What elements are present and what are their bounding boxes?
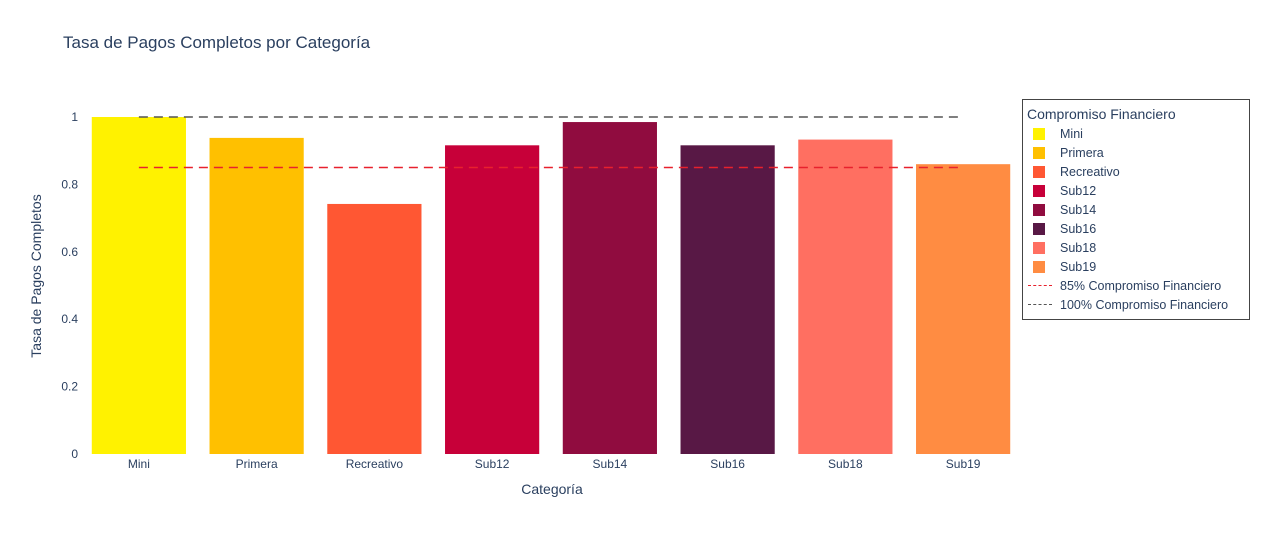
y-tick-label: 0.8 [61,177,78,191]
legend-swatch [1033,127,1045,140]
legend-label: Primera [1060,145,1104,160]
bar-sub16 [680,145,775,455]
legend-label: Mini [1060,126,1083,141]
legend-line-swatch [1028,304,1052,305]
y-tick-label: 0.2 [61,380,78,394]
legend-label: 85% Compromiso Financiero [1060,278,1222,293]
bar-recreativo [327,203,422,454]
legend-swatch [1033,184,1045,197]
legend-item-reference-85[interactable]: 85% Compromiso Financiero [1028,276,1222,295]
legend-label: Sub18 [1060,240,1097,255]
legend-swatch [1033,222,1045,235]
legend-line-swatch [1028,285,1052,286]
legend-label: Sub19 [1060,259,1097,274]
legend-item-sub16[interactable]: Sub16 [1033,219,1096,238]
x-tick-label: Sub16 [710,457,745,471]
bar-sub12 [445,145,540,455]
legend-label: Recreativo [1060,164,1120,179]
y-axis-label: Tasa de Pagos Completos [28,194,44,358]
legend-item-sub14[interactable]: Sub14 [1033,200,1096,219]
y-tick-label: 0 [71,447,78,461]
legend-label: Sub14 [1060,202,1097,217]
legend-item-sub19[interactable]: Sub19 [1033,257,1096,276]
bar-sub18 [798,139,893,455]
x-tick-label: Sub12 [475,457,510,471]
x-tick-label: Mini [128,457,150,471]
legend-swatch [1033,203,1045,216]
legend-label: 100% Compromiso Financiero [1060,297,1229,312]
legend-item-sub18[interactable]: Sub18 [1033,238,1096,257]
bar-sub19 [916,164,1011,454]
x-axis-label: Categoría [521,481,583,497]
legend-item-recreativo[interactable]: Recreativo [1033,162,1120,181]
legend-swatch [1033,165,1045,178]
y-tick-label: 0.4 [61,312,78,326]
x-tick-label: Sub18 [828,457,863,471]
bar-primera [209,137,304,455]
x-tick-label: Primera [236,457,278,471]
bar-sub14 [562,122,657,455]
y-tick-label: 0.6 [61,245,78,259]
legend-title: Compromiso Financiero [1027,106,1176,122]
bar-mini [91,117,186,454]
legend: Compromiso Financiero Mini Primera Recreat… [1022,99,1250,320]
x-tick-label: Recreativo [346,457,404,471]
legend-swatch [1033,146,1045,159]
x-tick-label: Sub14 [593,457,628,471]
legend-label: Sub16 [1060,221,1097,236]
chart-title: Tasa de Pagos Completos por Categoría [63,33,371,52]
legend-item-primera[interactable]: Primera [1033,143,1104,162]
legend-item-mini[interactable]: Mini [1033,124,1083,143]
legend-item-sub12[interactable]: Sub12 [1033,181,1096,200]
y-tick-label: 1 [71,110,78,124]
legend-label: Sub12 [1060,183,1097,198]
x-tick-label: Sub19 [946,457,981,471]
legend-swatch [1033,260,1045,273]
legend-item-reference-100[interactable]: 100% Compromiso Financiero [1028,295,1229,314]
legend-swatch [1033,241,1045,254]
